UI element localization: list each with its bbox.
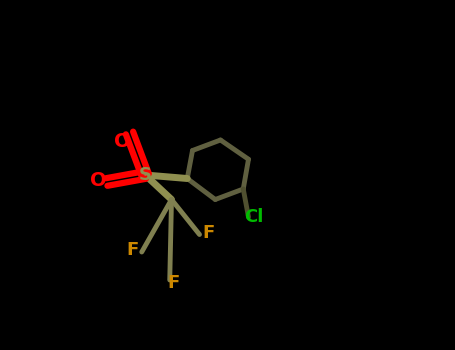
Text: F: F <box>167 274 179 293</box>
Text: F: F <box>202 224 214 242</box>
Text: O: O <box>114 132 131 151</box>
Text: Cl: Cl <box>244 208 263 226</box>
Text: S: S <box>139 166 152 184</box>
Text: F: F <box>127 241 139 259</box>
Text: O: O <box>90 171 106 190</box>
